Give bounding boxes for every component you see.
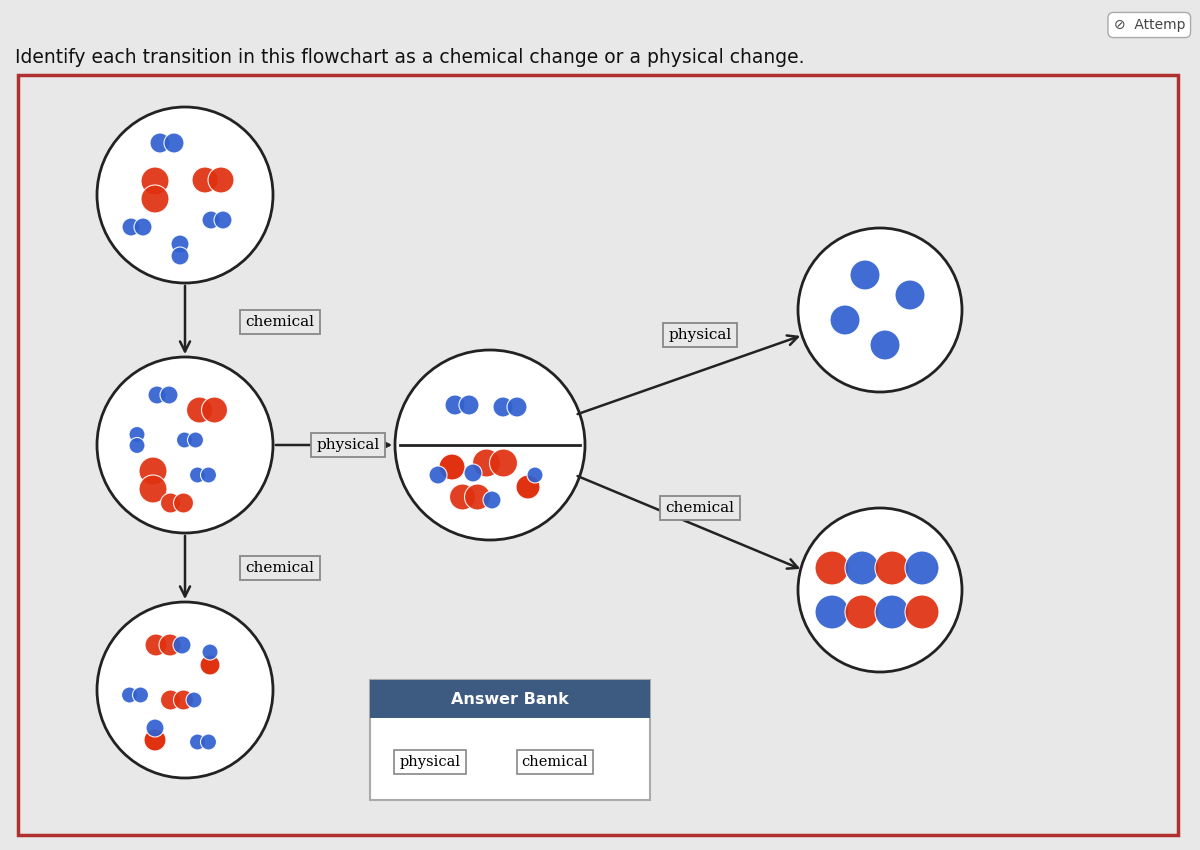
Circle shape [134,218,152,236]
Circle shape [173,636,191,654]
Circle shape [430,466,446,484]
Circle shape [875,595,910,629]
Circle shape [132,687,149,703]
Circle shape [174,690,193,710]
Circle shape [144,729,166,751]
Circle shape [186,397,212,423]
Circle shape [439,454,466,480]
Circle shape [148,386,166,404]
Circle shape [187,432,204,448]
Circle shape [172,235,190,253]
Circle shape [516,475,540,499]
Circle shape [527,467,542,483]
Circle shape [850,260,880,290]
Circle shape [815,595,850,629]
Circle shape [172,247,190,265]
Circle shape [158,634,181,656]
FancyBboxPatch shape [370,680,650,718]
Circle shape [130,438,145,454]
Circle shape [145,634,167,656]
Circle shape [830,305,860,335]
Circle shape [516,475,540,499]
FancyBboxPatch shape [370,680,650,800]
Text: physical: physical [668,328,732,342]
Circle shape [445,395,466,415]
Circle shape [870,330,900,360]
Circle shape [139,457,167,485]
Circle shape [200,734,216,750]
Text: chemical: chemical [522,755,588,769]
Circle shape [176,432,192,448]
Circle shape [164,133,184,153]
Circle shape [150,133,170,153]
Circle shape [798,508,962,672]
Circle shape [845,595,878,629]
Text: chemical: chemical [666,501,734,515]
Circle shape [142,167,169,195]
Circle shape [482,491,502,509]
Circle shape [142,185,169,213]
Circle shape [905,595,940,629]
Circle shape [139,475,167,503]
Circle shape [815,551,850,585]
Circle shape [97,602,274,778]
Circle shape [905,551,940,585]
Text: physical: physical [317,438,379,452]
Text: Answer Bank: Answer Bank [451,692,569,706]
Circle shape [160,386,178,404]
Circle shape [122,218,140,236]
Circle shape [161,493,180,513]
Circle shape [174,493,193,513]
Circle shape [190,467,205,483]
Circle shape [192,167,218,193]
Circle shape [439,454,466,480]
Circle shape [395,350,586,540]
Text: chemical: chemical [246,315,314,329]
Circle shape [464,484,491,510]
Circle shape [508,397,527,417]
Circle shape [130,427,145,443]
Circle shape [458,395,479,415]
Circle shape [121,687,138,703]
Circle shape [493,397,514,417]
Circle shape [875,551,910,585]
Circle shape [464,464,482,482]
Circle shape [845,551,878,585]
Circle shape [895,280,925,310]
Circle shape [202,397,228,423]
FancyBboxPatch shape [18,75,1178,835]
Text: ⊘  Attemp: ⊘ Attemp [1114,18,1186,32]
Circle shape [200,467,216,483]
Circle shape [161,690,180,710]
Circle shape [97,357,274,533]
Circle shape [190,734,205,750]
Circle shape [200,655,220,675]
Circle shape [97,107,274,283]
Text: Identify each transition in this flowchart as a chemical change or a physical ch: Identify each transition in this flowcha… [14,48,804,67]
Circle shape [146,719,164,737]
Circle shape [450,484,475,510]
Text: physical: physical [400,755,461,769]
Circle shape [798,228,962,392]
Circle shape [202,644,218,660]
Circle shape [200,655,220,675]
Circle shape [490,449,517,477]
Circle shape [214,211,232,229]
Text: chemical: chemical [246,561,314,575]
Circle shape [202,211,220,229]
Circle shape [144,729,166,751]
Circle shape [186,692,202,708]
Circle shape [208,167,234,193]
Circle shape [473,449,500,477]
